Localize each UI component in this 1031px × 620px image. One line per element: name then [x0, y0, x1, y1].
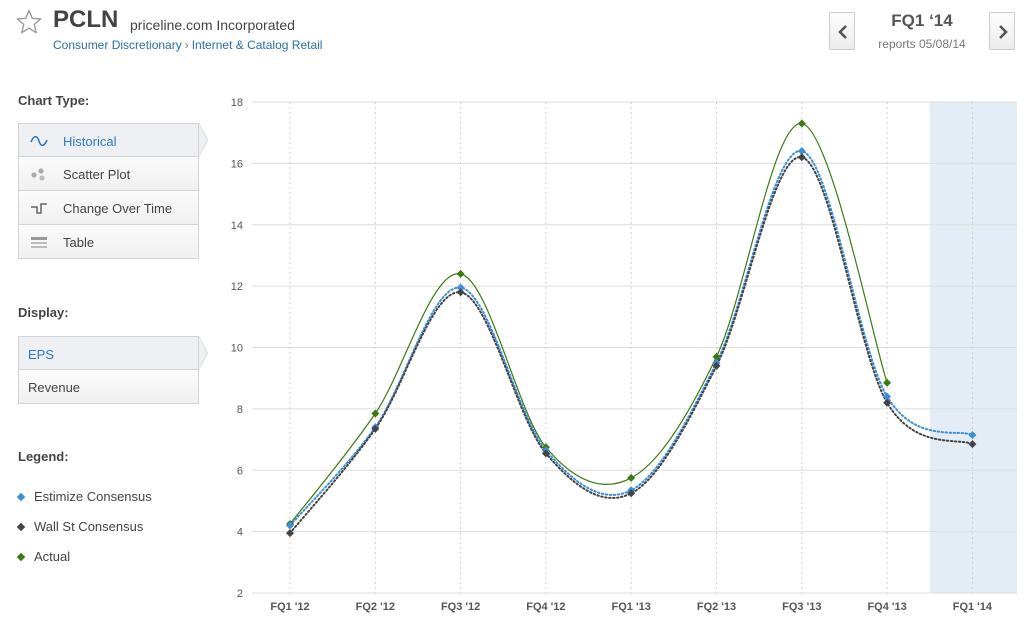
data-point-series-2: [456, 269, 465, 278]
scatter-icon: [31, 168, 45, 181]
data-point-series-0: [456, 283, 465, 292]
x-tick-label: FQ3 '13: [782, 601, 821, 613]
legend-text-wallst: Wall St Consensus: [34, 519, 144, 534]
legend-text-actual: Actual: [34, 549, 71, 564]
legend-text-estimize: Estimize Consensus: [34, 489, 152, 504]
chart-type-label: Chart Type:: [18, 93, 90, 108]
legend-item-wallst: Wall St Consensus: [16, 519, 144, 534]
chevron-left-icon: [838, 25, 847, 39]
data-point-series-0: [968, 430, 977, 439]
legend-marker-wallst: [16, 522, 26, 532]
legend-marker-estimize: [16, 492, 26, 502]
x-tick-label: FQ1 '12: [270, 601, 309, 613]
data-point-series-2: [627, 473, 636, 482]
data-point-series-2: [883, 378, 892, 387]
header: PCLN priceline.com Incorporated Consumer…: [0, 0, 1031, 70]
company-name: priceline.com Incorporated: [130, 17, 295, 33]
data-point-series-1: [883, 398, 892, 407]
series-line-1: [289, 156, 974, 535]
chevron-right-icon: [999, 25, 1008, 39]
series-line-2: [289, 122, 888, 525]
chart-type-label-table: Table: [63, 235, 95, 250]
data-point-series-2: [712, 352, 721, 361]
y-tick-label: 18: [231, 97, 243, 109]
x-tick-label: FQ3 '12: [441, 601, 480, 613]
y-tick-label: 12: [231, 281, 243, 293]
next-quarter-button[interactable]: [989, 12, 1015, 50]
chart-type-label-historical: Historical: [63, 134, 117, 149]
display-group: EPS Revenue: [18, 336, 208, 404]
data-point-series-1: [286, 529, 294, 538]
breadcrumb-sector-link[interactable]: Consumer Discretionary: [53, 38, 182, 52]
data-point-series-1: [627, 489, 636, 498]
report-date: reports 05/08/14: [878, 37, 966, 51]
display-option-eps[interactable]: EPS: [18, 336, 208, 370]
data-point-series-1: [968, 440, 977, 449]
y-tick-label: 14: [231, 220, 243, 232]
display-label-eps: EPS: [28, 347, 55, 362]
chart-type-scatter-plot[interactable]: Scatter Plot: [18, 157, 199, 191]
data-point-series-1: [712, 361, 721, 370]
chart-type-historical[interactable]: Historical: [18, 123, 208, 157]
y-tick-label: 16: [231, 158, 243, 170]
x-tick-label: FQ4 '12: [526, 601, 565, 613]
chart-type-label-change: Change Over Time: [63, 201, 173, 216]
data-point-series-2: [797, 119, 806, 128]
series-line-0: [289, 150, 974, 527]
previous-quarter-button[interactable]: [829, 12, 855, 50]
eps-chart: 2 4 6 8 10 12 14 16 18 FQ1 '12 FQ2 '12 FQ3 '12 FQ4 '…: [231, 97, 1017, 613]
x-tick-label: FQ1 '14: [953, 601, 993, 613]
step-icon: [31, 203, 47, 214]
data-point-series-0: [883, 392, 892, 401]
y-tick-label: 6: [237, 465, 243, 477]
display-option-revenue[interactable]: Revenue: [18, 370, 199, 404]
data-point-series-1: [371, 424, 380, 433]
chart-type-label-scatter: Scatter Plot: [63, 167, 131, 182]
data-point-series-1: [456, 288, 465, 297]
y-tick-label: 10: [231, 343, 243, 355]
legend-marker-actual: [16, 552, 26, 562]
breadcrumb-industry-link[interactable]: Internet & Catalog Retail: [191, 38, 323, 52]
x-tick-label: FQ2 '12: [356, 601, 395, 613]
star-icon[interactable]: [16, 9, 42, 35]
quarter-title: FQ1 ‘14: [891, 11, 953, 30]
x-tick-label: FQ2 '13: [697, 601, 736, 613]
breadcrumb: Consumer Discretionary › Internet & Catalo…: [53, 38, 322, 52]
chart-type-change-over-time[interactable]: Change Over Time: [18, 191, 199, 225]
x-tick-label: FQ1 '13: [612, 601, 651, 613]
chart-type-group: Historical Scatter Plot Change Over Time…: [18, 123, 208, 259]
legend-label: Legend:: [18, 449, 69, 464]
display-label: Display:: [18, 305, 69, 320]
data-point-series-2: [371, 409, 380, 418]
y-tick-label: 2: [237, 588, 243, 600]
data-point-series-0: [797, 147, 806, 156]
legend-item-estimize: Estimize Consensus: [16, 489, 152, 504]
y-tick-label: 8: [237, 404, 243, 416]
breadcrumb-separator: ›: [184, 38, 189, 52]
display-label-revenue: Revenue: [28, 380, 81, 395]
table-icon: [31, 237, 47, 248]
legend-item-actual: Actual: [16, 549, 71, 564]
chart-type-table[interactable]: Table: [18, 225, 199, 259]
wave-icon: [30, 135, 48, 147]
y-tick-label: 4: [237, 527, 243, 539]
ticker-symbol: PCLN: [53, 6, 119, 33]
data-point-series-1: [541, 449, 550, 458]
x-tick-label: FQ4 '13: [867, 601, 906, 613]
data-point-series-1: [797, 153, 806, 162]
data-point-series-0: [286, 521, 294, 530]
